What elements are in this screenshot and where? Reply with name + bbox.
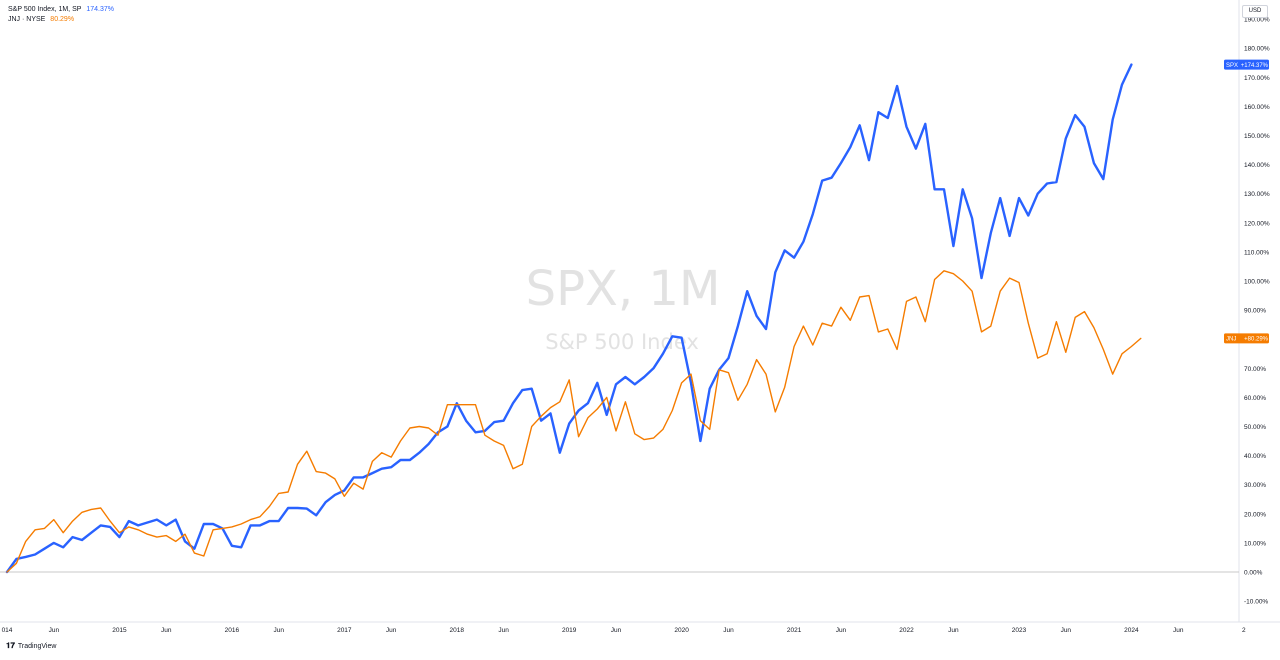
x-tick-label: Jun [273, 627, 284, 634]
x-tick-label: 2023 [1012, 627, 1027, 634]
badge-value: +80.29% [1244, 337, 1269, 343]
y-tick-label: -10.00% [1244, 599, 1268, 606]
y-tick-label: 90.00% [1244, 308, 1266, 315]
series-line-spx [5, 63, 1133, 574]
legend-spx-value: 174.37% [86, 6, 115, 13]
legend-spx[interactable]: S&P 500 Index, 1M, SP 174.37% [8, 5, 117, 15]
y-tick-label: 180.00% [1244, 46, 1270, 53]
legend-spx-name: S&P 500 Index, 1M, SP [8, 6, 82, 13]
last-value-badge-spx: SPX +174.37% [1224, 59, 1269, 70]
tradingview-brand: TradingView [17, 642, 57, 650]
x-tick-label: 2 [1242, 627, 1246, 634]
y-tick-label: 70.00% [1244, 366, 1266, 373]
x-tick-label: Jun [498, 627, 509, 634]
y-tick-label: 160.00% [1244, 104, 1270, 111]
x-tick-label: Jun [386, 627, 397, 634]
badge-bg [1224, 333, 1269, 344]
y-tick-label: 150.00% [1244, 133, 1270, 140]
y-tick-label: 10.00% [1244, 540, 1266, 547]
series-line-jnj [6, 270, 1142, 573]
x-tick-label: 2021 [787, 627, 802, 634]
y-tick-label: 60.00% [1244, 395, 1266, 402]
y-tick-label: 190.00% [1244, 17, 1270, 24]
legend-jnj-value: 80.29% [50, 16, 75, 23]
watermark-symbol: SPX, 1M [526, 261, 721, 317]
y-tick-label: 120.00% [1244, 220, 1270, 227]
x-tick-label: 2016 [225, 627, 240, 634]
x-tick-label: Jun [723, 627, 734, 634]
badge-symbol: SPX [1226, 63, 1238, 69]
tradingview-logo[interactable]: 𝟏𝟕 TradingView [6, 641, 56, 651]
x-tick-label: 2018 [450, 627, 465, 634]
legend: S&P 500 Index, 1M, SP 174.37% JNJ · NYSE… [8, 5, 117, 25]
x-tick-label: 2020 [674, 627, 689, 634]
badge-bg [1224, 59, 1269, 70]
x-tick-label: 2015 [112, 627, 127, 634]
badge-value: +174.37% [1241, 63, 1269, 69]
x-tick-label: Jun [49, 627, 60, 634]
x-tick-label: 2019 [562, 627, 577, 634]
y-tick-label: 140.00% [1244, 162, 1270, 169]
x-tick-label: 2017 [337, 627, 352, 634]
x-tick-label: 2022 [899, 627, 914, 634]
y-tick-label: 130.00% [1244, 191, 1270, 198]
y-tick-label: 50.00% [1244, 424, 1266, 431]
x-tick-label: Jun [611, 627, 622, 634]
y-tick-label: 110.00% [1244, 249, 1269, 256]
y-tick-label: 0.00% [1244, 570, 1263, 577]
last-value-badge-jnj: JNJ +80.29% [1224, 333, 1269, 344]
x-tick-label: Jun [1061, 627, 1072, 634]
x-tick-label: Jun [948, 627, 959, 634]
legend-jnj-name: JNJ · NYSE [8, 16, 46, 23]
watermark-description: S&P 500 Index [545, 330, 699, 354]
x-tick-label: Jun [161, 627, 172, 634]
y-tick-label: 30.00% [1244, 482, 1266, 489]
currency-button[interactable]: USD [1242, 5, 1268, 18]
x-tick-label: 014 [2, 627, 13, 634]
x-tick-label: Jun [836, 627, 847, 634]
y-tick-label: 40.00% [1244, 453, 1266, 460]
x-tick-label: Jun [1173, 627, 1184, 634]
y-tick-label: 170.00% [1244, 75, 1270, 82]
x-tick-label: 2024 [1124, 627, 1139, 634]
badge-symbol: JNJ [1226, 337, 1236, 343]
y-tick-label: 100.00% [1244, 279, 1270, 286]
y-tick-label: 20.00% [1244, 511, 1266, 518]
tradingview-icon: 𝟏𝟕 [6, 641, 15, 650]
legend-jnj[interactable]: JNJ · NYSE 80.29% [8, 15, 117, 25]
